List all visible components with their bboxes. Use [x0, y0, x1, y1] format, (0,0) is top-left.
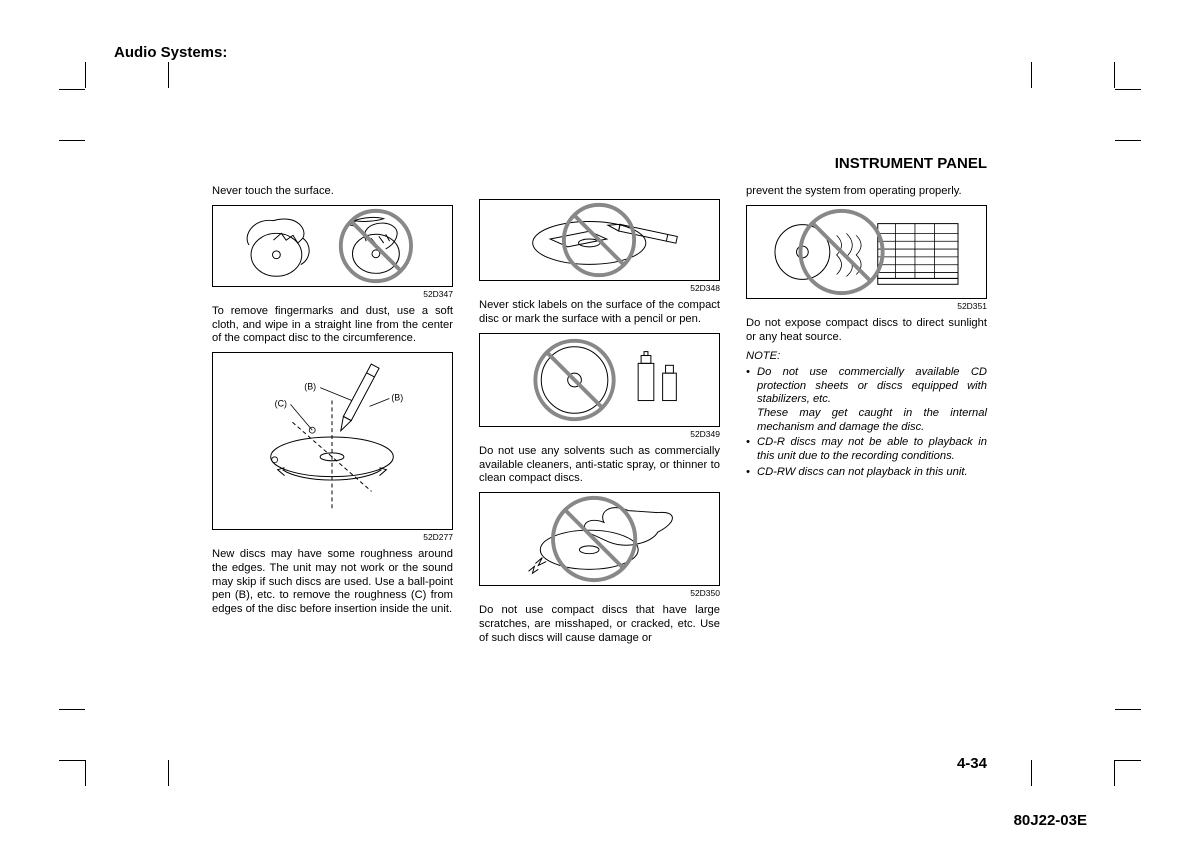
- note-heading: NOTE:: [746, 350, 987, 364]
- cd-label-illustration: [480, 200, 719, 280]
- crop-mark: [1115, 89, 1141, 90]
- label-C: (C): [275, 398, 287, 408]
- figure-52D350: [479, 492, 720, 586]
- column-1: Never touch the surface.: [212, 185, 453, 651]
- cd-scratched-illustration: [480, 493, 719, 585]
- note-text: Do not use commercially available CD pro…: [757, 366, 987, 405]
- crop-mark: [168, 62, 169, 88]
- figure-caption: 52D348: [479, 283, 720, 293]
- crop-mark: [85, 760, 86, 786]
- crop-mark: [85, 62, 86, 88]
- crop-mark: [59, 709, 85, 710]
- col3-p1: prevent the system from operating prop­e…: [746, 185, 987, 199]
- figure-caption: 52D347: [212, 289, 453, 299]
- crop-mark: [1031, 760, 1032, 786]
- col2-p2: Do not use any solvents such as commer­c…: [479, 445, 720, 486]
- cd-heat-illustration: [747, 206, 986, 298]
- figure-52D349: [479, 333, 720, 427]
- col1-p1: Never touch the surface.: [212, 185, 453, 199]
- figure-52D351: [746, 205, 987, 299]
- col1-p2: To remove fingermarks and dust, use a so…: [212, 305, 453, 346]
- column-3: prevent the system from operating prop­e…: [746, 185, 987, 651]
- crop-mark: [1115, 140, 1141, 141]
- col3-p2: Do not expose compact discs to direct su…: [746, 317, 987, 344]
- section-title: INSTRUMENT PANEL: [835, 155, 987, 172]
- crop-mark: [1115, 760, 1141, 761]
- manual-page: Audio Systems: INSTRUMENT PANEL Never to…: [0, 0, 1200, 848]
- note-item: CD-R discs may not be able to playback i…: [746, 436, 987, 463]
- content-area: Never touch the surface.: [212, 185, 988, 651]
- crop-mark: [59, 89, 85, 90]
- label-B: (B): [391, 392, 403, 402]
- col2-p3: Do not use compact discs that have large…: [479, 604, 720, 645]
- crop-mark: [1115, 709, 1141, 710]
- cd-touch-illustration: [213, 206, 452, 286]
- crop-mark: [168, 760, 169, 786]
- crop-mark: [59, 140, 85, 141]
- note-list: Do not use commercially available CD pro…: [746, 366, 987, 479]
- document-code: 80J22-03E: [1014, 812, 1087, 829]
- note-text: These may get caught in the internal mec…: [757, 407, 987, 433]
- crop-mark: [59, 760, 85, 761]
- figure-caption: 52D350: [479, 588, 720, 598]
- crop-mark: [1031, 62, 1032, 88]
- col1-p3: New discs may have some roughness around…: [212, 548, 453, 616]
- label-B: (B): [304, 382, 316, 392]
- note-item: CD-RW discs can not playback in this uni…: [746, 466, 987, 480]
- figure-caption: 52D349: [479, 429, 720, 439]
- cd-solvent-illustration: [480, 334, 719, 426]
- header-title: Audio Systems:: [114, 44, 227, 61]
- figure-caption: 52D351: [746, 301, 987, 311]
- figure-52D348: [479, 199, 720, 281]
- col2-p1: Never stick labels on the surface of the…: [479, 299, 720, 326]
- column-2: 52D348 Never stick labels on the surface…: [479, 185, 720, 651]
- figure-52D277: (B) (B) (C): [212, 352, 453, 530]
- crop-mark: [1114, 760, 1115, 786]
- cd-pen-edge-illustration: (B) (B) (C): [213, 353, 452, 529]
- note-item: Do not use commercially available CD pro…: [746, 366, 987, 434]
- figure-52D347: [212, 205, 453, 287]
- crop-mark: [1114, 62, 1115, 88]
- page-number: 4-34: [957, 755, 987, 772]
- figure-caption: 52D277: [212, 532, 453, 542]
